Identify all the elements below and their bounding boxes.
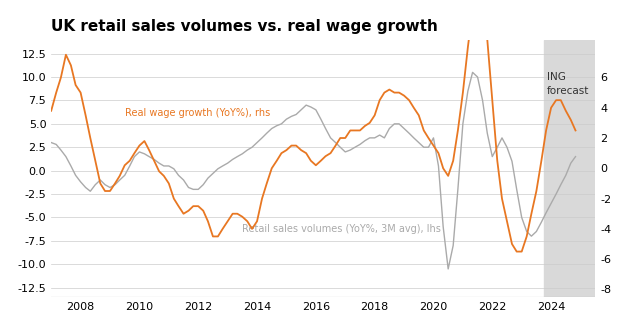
Text: UK retail sales volumes vs. real wage growth: UK retail sales volumes vs. real wage gr… — [51, 19, 438, 34]
Text: Real wage growth (YoY%), rhs: Real wage growth (YoY%), rhs — [125, 108, 270, 117]
Text: Retail sales volumes (YoY%, 3M avg), lhs: Retail sales volumes (YoY%, 3M avg), lhs — [243, 224, 441, 234]
Bar — [544, 40, 595, 297]
Text: ING
forecast: ING forecast — [547, 72, 589, 96]
